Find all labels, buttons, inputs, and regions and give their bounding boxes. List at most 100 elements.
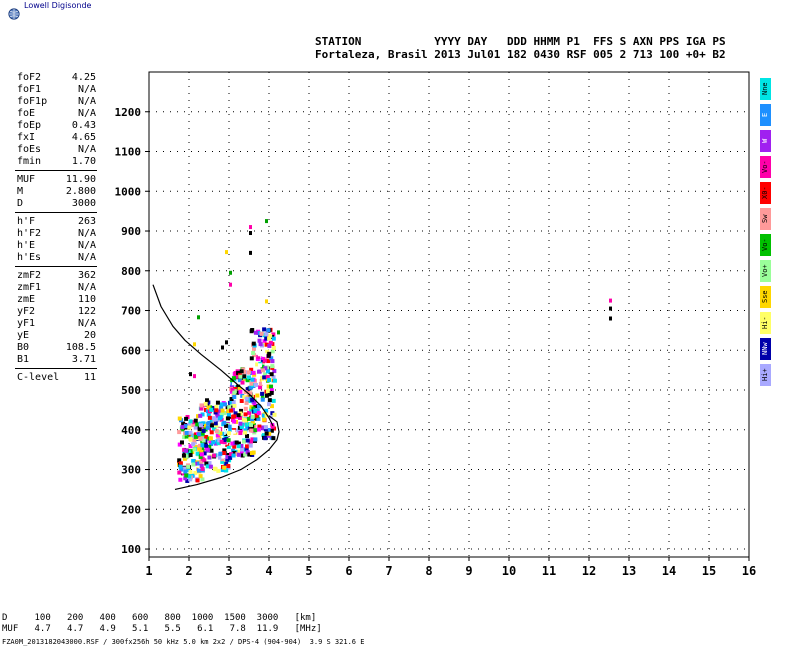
echo-point bbox=[211, 427, 216, 432]
parameter-name: foE bbox=[17, 108, 36, 119]
echo-point bbox=[264, 332, 269, 337]
header-line-1: STATION YYYY DAY DDD HHMM P1 FFS S AXN P… bbox=[315, 35, 726, 48]
echo-point bbox=[224, 437, 229, 442]
echo-point bbox=[263, 427, 268, 432]
echo-point bbox=[229, 452, 234, 457]
profile-trace bbox=[152, 284, 274, 427]
echo-point bbox=[260, 397, 265, 402]
echo-point bbox=[245, 444, 250, 449]
parameter-value: N/A bbox=[77, 84, 96, 95]
echo-point bbox=[262, 339, 267, 344]
echo-point bbox=[243, 390, 248, 395]
echo-point bbox=[236, 370, 241, 375]
echo-point bbox=[245, 434, 250, 439]
echo-point bbox=[258, 342, 263, 347]
echo-point bbox=[225, 442, 230, 447]
echo-point bbox=[249, 428, 254, 433]
echo-point bbox=[228, 427, 233, 432]
echo-point bbox=[211, 440, 216, 445]
echo-point bbox=[245, 425, 250, 430]
echo-point bbox=[266, 359, 271, 364]
echo-point bbox=[264, 431, 269, 436]
echo-point bbox=[200, 431, 205, 436]
echo-point bbox=[177, 472, 182, 477]
echo-point bbox=[226, 431, 231, 436]
parameter-value: N/A bbox=[77, 240, 96, 251]
parameter-row: D 3000 bbox=[17, 198, 96, 210]
x-tick-label: 8 bbox=[425, 564, 432, 578]
profile-trace bbox=[174, 415, 280, 490]
echo-point bbox=[261, 356, 266, 361]
echo-point bbox=[243, 452, 248, 457]
parameter-value: N/A bbox=[77, 144, 96, 155]
echo-point bbox=[252, 424, 257, 429]
parameter-name: yF2 bbox=[17, 306, 36, 317]
echo-point bbox=[240, 380, 245, 385]
echo-point bbox=[255, 393, 260, 398]
echo-point bbox=[238, 389, 243, 394]
parameter-value: 0.43 bbox=[71, 120, 96, 131]
parameter-name: h'F2 bbox=[17, 228, 42, 239]
parameter-row: B0 108.5 bbox=[17, 342, 96, 354]
echo-point bbox=[186, 450, 191, 455]
echo-point bbox=[252, 353, 257, 358]
echo-point bbox=[204, 443, 209, 448]
echo-point bbox=[222, 465, 227, 470]
x-tick-label: 4 bbox=[265, 564, 272, 578]
echo-point bbox=[270, 364, 275, 369]
echo-point bbox=[257, 404, 262, 409]
parameter-name: foF2 bbox=[17, 72, 42, 83]
echo-point bbox=[229, 400, 234, 405]
echo-point bbox=[271, 345, 276, 350]
echo-point bbox=[182, 435, 187, 440]
parameter-value: N/A bbox=[77, 108, 96, 119]
parameter-row: foF1 N/A bbox=[17, 84, 96, 96]
echo-point bbox=[246, 375, 251, 380]
parameter-name: B0 bbox=[17, 342, 30, 353]
echo-point bbox=[209, 430, 214, 435]
echo-point bbox=[235, 428, 240, 433]
echo-point bbox=[207, 415, 212, 420]
echo-point bbox=[265, 369, 270, 374]
echo-point bbox=[198, 413, 203, 418]
echo-point bbox=[260, 375, 265, 380]
echo-point bbox=[220, 468, 225, 473]
echo-point bbox=[262, 375, 267, 380]
echo-point bbox=[182, 441, 187, 446]
echo-point bbox=[193, 444, 198, 449]
echo-point bbox=[262, 358, 267, 363]
echo-point bbox=[219, 412, 224, 417]
echo-point bbox=[240, 393, 245, 398]
echo-point bbox=[177, 430, 182, 435]
echo-point bbox=[232, 419, 237, 424]
echo-point bbox=[268, 340, 273, 345]
echo-point bbox=[209, 442, 214, 447]
parameter-value: 3000 bbox=[71, 198, 96, 209]
echo-point bbox=[266, 384, 271, 389]
echo-point bbox=[258, 381, 263, 386]
echo-point bbox=[240, 453, 245, 458]
echo-point bbox=[197, 443, 202, 448]
echo-point bbox=[197, 468, 202, 473]
echo-point bbox=[245, 438, 250, 443]
parameter-row: M 2.800 bbox=[17, 186, 96, 198]
echo-point bbox=[277, 330, 280, 335]
echo-point bbox=[188, 453, 193, 458]
echo-point bbox=[233, 411, 238, 416]
echo-point bbox=[231, 448, 236, 453]
echo-point bbox=[609, 298, 612, 303]
echo-point bbox=[220, 408, 225, 413]
echo-point bbox=[225, 457, 230, 462]
echo-point bbox=[230, 387, 235, 392]
x-tick-label: 1 bbox=[145, 564, 152, 578]
globe-icon bbox=[8, 8, 20, 20]
echo-point bbox=[230, 441, 235, 446]
echo-point bbox=[193, 374, 196, 379]
echo-point bbox=[272, 412, 277, 417]
echo-point bbox=[219, 405, 224, 410]
echo-point bbox=[207, 461, 212, 466]
echo-point bbox=[253, 437, 258, 442]
parameter-value: 4.25 bbox=[71, 72, 96, 83]
echo-point bbox=[191, 423, 196, 428]
echo-point bbox=[216, 440, 221, 445]
